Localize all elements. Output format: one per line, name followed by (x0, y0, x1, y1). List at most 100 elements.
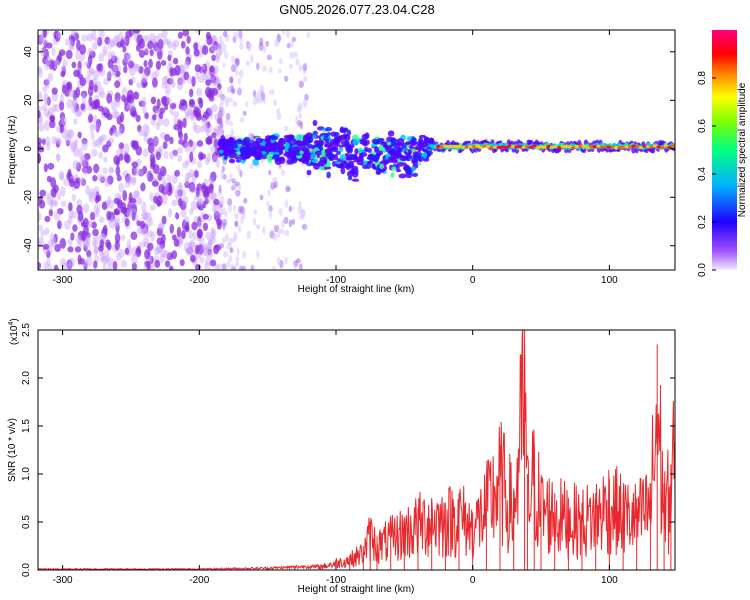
noise-mark (225, 100, 230, 108)
noise-mark (285, 30, 291, 38)
noise-mark (213, 244, 219, 255)
signal-mark (332, 145, 339, 153)
noise-mark (205, 121, 211, 129)
noise-mark (171, 67, 177, 77)
signal-mark (325, 148, 332, 153)
noise-mark (189, 112, 196, 122)
noise-mark (77, 60, 82, 71)
noise-mark (176, 80, 183, 91)
noise-mark (184, 181, 190, 189)
peak-mark (521, 145, 527, 149)
noise-mark (184, 172, 190, 183)
snr-y-multiplier-base: (x10 (9, 325, 20, 345)
noise-mark (93, 163, 100, 174)
noise-mark (113, 155, 120, 165)
noise-mark (184, 106, 192, 117)
noise-mark (74, 246, 82, 253)
noise-mark (274, 38, 280, 48)
signal-mark (335, 161, 342, 165)
signal-mark (395, 169, 402, 173)
noise-mark (224, 210, 228, 218)
figure-title: GN05.2026.077.23.04.C28 (279, 2, 434, 17)
noise-mark (114, 92, 121, 103)
noise-mark (216, 220, 222, 230)
noise-mark (59, 172, 65, 181)
noise-mark (189, 88, 194, 98)
noise-mark (162, 193, 168, 205)
noise-mark (93, 203, 101, 214)
noise-mark (232, 205, 236, 212)
noise-mark (184, 142, 191, 153)
noise-mark (291, 218, 296, 225)
noise-mark (152, 180, 159, 187)
noise-mark (112, 129, 119, 137)
noise-mark (293, 51, 298, 58)
noise-mark (92, 42, 98, 51)
snr-y-ticks: 0.0 0.5 1.0 1.5 2.0 2.5 (21, 323, 675, 577)
noise-mark (71, 30, 78, 37)
noise-mark (121, 86, 128, 98)
noise-mark (99, 233, 106, 241)
noise-mark (114, 216, 121, 226)
noise-mark (147, 230, 154, 238)
noise-mark (245, 60, 250, 67)
signal-mark (371, 143, 377, 148)
noise-mark (133, 140, 139, 149)
noise-mark (152, 77, 158, 88)
peak-mark (617, 145, 623, 149)
noise-mark (76, 198, 82, 207)
noise-mark (88, 113, 94, 123)
noise-mark (198, 197, 204, 207)
noise-mark (284, 256, 288, 265)
noise-mark (226, 86, 231, 93)
signal-mark (334, 140, 340, 147)
noise-mark (147, 143, 155, 154)
signal-mark (295, 134, 300, 141)
noise-mark (95, 207, 100, 218)
noise-mark (114, 232, 121, 244)
peak-mark (652, 144, 658, 148)
peak-mark (503, 145, 509, 149)
y-tick-label: 0.5 (21, 515, 32, 529)
noise-mark (129, 102, 136, 109)
noise-mark (45, 136, 51, 147)
noise-mark (74, 138, 79, 148)
noise-mark (200, 63, 206, 71)
signal-mark (241, 147, 250, 154)
noise-mark (262, 65, 268, 72)
noise-mark (212, 152, 218, 163)
noise-mark (278, 208, 283, 216)
noise-mark (83, 153, 91, 160)
signal-mark (306, 143, 313, 148)
noise-mark (185, 177, 190, 186)
noise-mark (81, 93, 87, 104)
noise-mark (53, 264, 59, 270)
noise-mark (43, 261, 49, 270)
signal-mark (365, 163, 372, 169)
signal-mark (243, 136, 251, 142)
noise-mark (44, 61, 50, 71)
peak-mark (542, 145, 548, 149)
noise-mark (43, 120, 51, 131)
noise-mark (213, 198, 220, 206)
noise-mark (193, 194, 200, 201)
noise-mark (130, 231, 138, 240)
noise-mark (46, 96, 51, 106)
noise-mark (94, 234, 100, 244)
noise-mark (125, 30, 132, 38)
x-tick-label: -100 (326, 575, 346, 586)
noise-mark (70, 140, 77, 151)
signal-mark (266, 147, 271, 153)
peak-mark (532, 144, 537, 148)
noise-mark (301, 209, 305, 216)
noise-mark (205, 79, 212, 86)
noise-mark (102, 50, 108, 57)
peak-mark (468, 145, 473, 149)
noise-mark (89, 211, 96, 221)
noise-mark (38, 211, 42, 222)
signal-mark (235, 159, 241, 163)
noise-mark (73, 180, 81, 189)
noise-mark (164, 103, 169, 111)
noise-mark (129, 67, 136, 76)
